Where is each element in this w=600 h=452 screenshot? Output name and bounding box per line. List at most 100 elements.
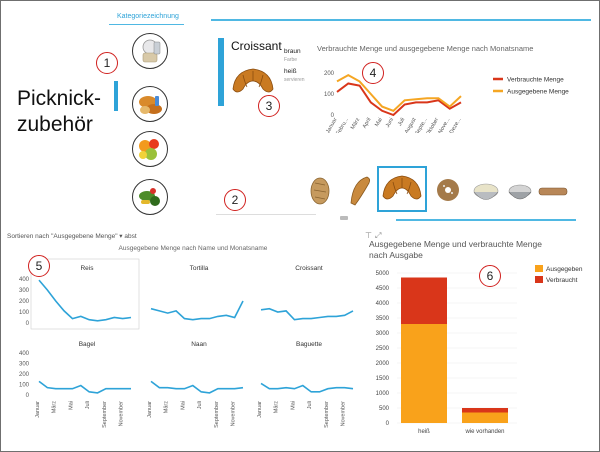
small-multiples-x-tick: Juli (197, 401, 203, 409)
callout-5: 5 (28, 255, 50, 277)
croissant-image (229, 59, 277, 103)
small-multiples-y-tick: 200 (19, 299, 30, 305)
card-accent-bar (218, 38, 224, 106)
small-multiples-chart: Ausgegebene Menge nach Name und Monatsna… (19, 245, 354, 428)
card-serve-label: servieren (284, 77, 305, 83)
small-multiples-y-tick: 0 (26, 393, 30, 399)
small-multiples-y-tick: 300 (19, 288, 30, 294)
bar-chart-legend-swatch (535, 276, 543, 283)
slicer-header-label: Kategoriezeichnung (117, 13, 179, 20)
line-chart-legend-label: Verbrauchte Menge (507, 77, 564, 84)
line-chart-x-tick: Juli (397, 117, 406, 127)
header-divider (211, 19, 591, 21)
thumb-strip-left-border (216, 214, 316, 215)
small-multiple-line (38, 380, 131, 394)
line-chart-series-line (336, 82, 462, 117)
bread-roll-icon[interactable] (301, 171, 339, 209)
slicer-title-line2: zubehör (17, 113, 93, 136)
baguette-icon[interactable] (341, 171, 379, 209)
filter-icon[interactable]: ⊤ (365, 231, 372, 240)
sort-label[interactable]: Sortieren nach "Ausgegebene Menge" ▾ abs… (7, 233, 137, 240)
slicer-title: Picknick- zubehör (17, 86, 101, 138)
small-multiples-x-tick: Juli (85, 401, 91, 409)
small-multiples-x-tick: September (214, 401, 220, 428)
bar-segment (462, 408, 508, 413)
bar-segment (401, 277, 447, 324)
small-multiples-x-tick: November (231, 401, 237, 427)
vegetables-category-icon[interactable] (132, 179, 168, 215)
bar-segment (401, 324, 447, 423)
bar-chart-y-tick: 4000 (376, 301, 390, 307)
line-chart-y-tick: 100 (324, 92, 335, 98)
small-multiples-y-tick: 400 (19, 277, 30, 283)
small-multiples-x-axis: Januar März Mai Juli September November Januar… (35, 401, 347, 428)
utensils-category-icon[interactable] (132, 33, 168, 69)
line-chart-legend-label: Ausgegebene Menge (507, 89, 569, 96)
small-multiples-x-tick: Januar (257, 401, 263, 418)
small-multiples-x-tick: Mai (290, 401, 296, 410)
bar-chart-y-tick: 3500 (376, 316, 390, 322)
small-multiples-x-tick: Mai (68, 401, 74, 410)
bakery-category-icon[interactable] (132, 86, 168, 122)
small-multiples-y-tick: 200 (19, 372, 30, 378)
strip-scroll-handle[interactable] (340, 216, 348, 220)
card-color-label: Farbe (284, 57, 298, 63)
small-multiple-label: Naan (191, 341, 207, 348)
line-chart-y-axis: 200 100 0 (324, 71, 335, 119)
tortilla-icon[interactable] (535, 173, 573, 211)
dip-bowl-icon[interactable] (501, 173, 539, 211)
small-multiples-x-tick: Januar (35, 401, 41, 418)
bar-chart-y-tick: 2000 (376, 361, 390, 367)
thumb-strip-divider (396, 219, 576, 221)
fruit-category-icon[interactable] (132, 131, 168, 167)
small-multiples-panels: Reis Tortilla Croissant Bagel Naan Baguette (30, 258, 354, 394)
small-multiples-x-tick: Juli (307, 401, 313, 409)
bar-chart-title-line2: nach Ausgabe (369, 250, 423, 260)
monthly-line-chart: Verbrauchte Menge und ausgegebene Menge … (317, 44, 569, 133)
line-chart-series-line (336, 73, 462, 112)
thumb-selected-frame[interactable] (377, 166, 427, 212)
small-multiples-x-tick: März (164, 401, 170, 413)
line-chart-y-tick: 200 (324, 71, 335, 77)
small-multiple-label: Reis (80, 265, 94, 272)
line-chart-series (336, 73, 462, 117)
small-multiples-y-tick: 400 (19, 351, 30, 357)
bar-chart-y-tick: 1000 (376, 391, 390, 397)
bar-chart-y-tick: 500 (379, 406, 390, 412)
small-multiples-y-tick: 300 (19, 362, 30, 368)
line-chart-x-tick: Juni (385, 117, 395, 129)
small-multiples-y-tick: 0 (26, 321, 30, 327)
card-serve-value: heiß (284, 68, 297, 75)
rice-bowl-icon[interactable] (467, 173, 505, 211)
bar-chart-y-tick: 5000 (376, 271, 390, 277)
small-multiple-line (38, 279, 132, 322)
small-multiple-highlight-frame (30, 258, 140, 330)
callout-2: 2 (224, 189, 246, 211)
callout-3: 3 (258, 95, 280, 117)
bar-chart-title: Ausgegebene Menge und verbrauchte Menge … (369, 239, 542, 261)
small-multiples-x-tick: September (102, 401, 108, 428)
bagel-icon[interactable] (429, 171, 467, 209)
slicer-title-line1: Picknick- (17, 87, 102, 110)
bar-chart-y-tick: 4500 (376, 286, 390, 292)
bar-chart-x-axis: heiß wie vorhanden (418, 429, 504, 435)
small-multiples-x-tick: September (324, 401, 330, 428)
small-multiples-x-tick: Mai (180, 401, 186, 410)
small-multiples-title: Ausgegebene Menge nach Name und Monatsna… (119, 245, 268, 252)
small-multiples-x-tick: März (274, 401, 280, 413)
line-chart-legend: Verbrauchte Menge Ausgegebene Menge (493, 77, 569, 96)
small-multiple-line (260, 382, 354, 393)
line-chart-x-tick: März (350, 117, 361, 131)
small-multiples-x-tick: November (119, 401, 125, 427)
small-multiple-label: Bagel (79, 341, 96, 348)
bar-segment (462, 412, 508, 423)
bar-chart-x-tick: heiß (418, 429, 430, 435)
line-chart-y-tick: 0 (331, 113, 335, 119)
bar-chart-y-tick: 1500 (376, 376, 390, 382)
small-multiple-line (260, 307, 354, 321)
slicer-selection-bar (114, 81, 118, 111)
stacked-bar-chart: 5000450040003500300025002000150010005000… (376, 265, 583, 435)
line-chart-x-tick: Febru... (335, 117, 350, 133)
small-multiple-line (150, 380, 244, 394)
focus-mode-icon[interactable]: ⤢ (375, 231, 382, 240)
